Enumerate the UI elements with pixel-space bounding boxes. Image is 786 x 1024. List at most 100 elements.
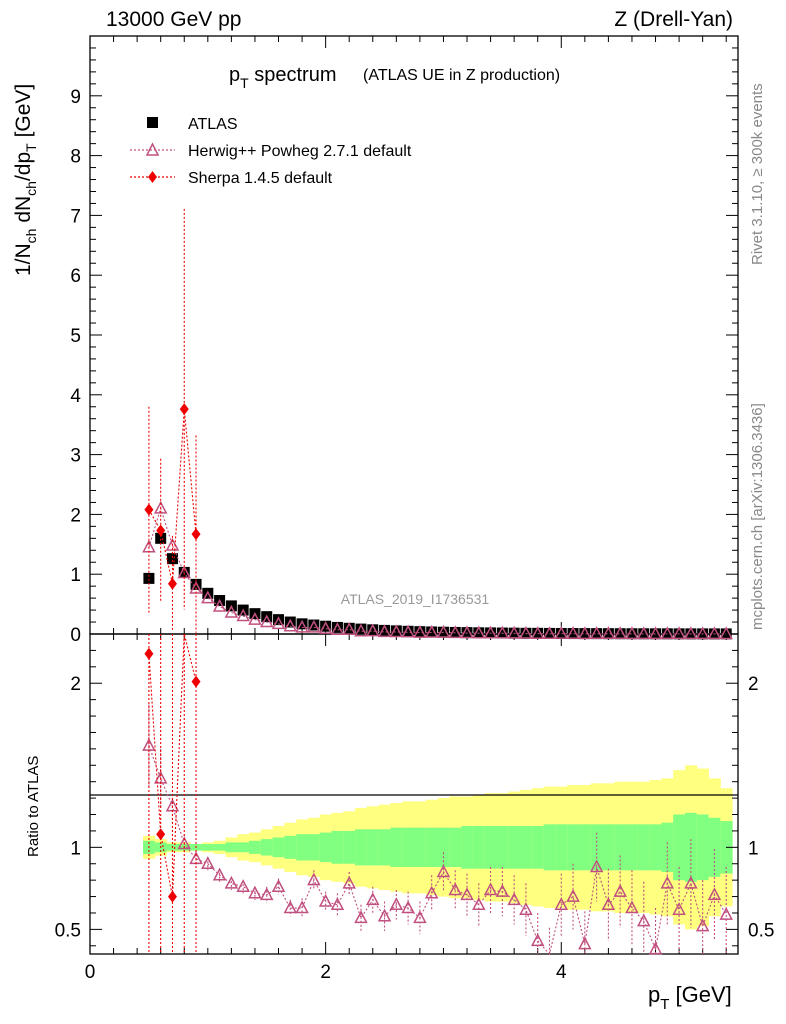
herwig-ratio-point (460, 887, 474, 901)
band-stat-bin (461, 826, 474, 869)
herwig-point (625, 626, 639, 640)
band-stat-bin (590, 824, 604, 871)
herwig-ratio-line (148, 745, 727, 956)
herwig-point (578, 626, 592, 640)
herwig-point (601, 626, 616, 640)
band-stat-bin (508, 826, 521, 869)
atlas-point (390, 625, 402, 637)
herwig-point (366, 623, 380, 637)
sherpa-point (167, 577, 177, 590)
legend-herwig-label: Herwig++ Powheg 2.7.1 default (188, 143, 412, 160)
herwig-ratio-point (307, 872, 321, 886)
herwig-ratio-point (625, 900, 639, 914)
x-tick-label: 0 (85, 962, 96, 983)
x-tick-label: 2 (320, 962, 331, 983)
herwig-ratio-point (342, 875, 356, 889)
legend-sherpa-marker (148, 171, 157, 183)
herwig-ratio-point (578, 936, 592, 950)
herwig-point (212, 598, 227, 612)
herwig-point (707, 626, 722, 640)
legend-atlas-label: ATLAS (188, 116, 238, 133)
atlas-point (402, 625, 414, 637)
sherpa-ratio-point (144, 647, 154, 660)
herwig-point (554, 626, 569, 639)
header-left: 13000 GeV pp (106, 8, 241, 31)
atlas-point (579, 628, 591, 640)
y-tick-label: 7 (70, 206, 81, 227)
herwig-point (530, 626, 545, 639)
herwig-ratio-point (295, 900, 309, 914)
band-stat-bin (366, 829, 380, 866)
band-stat-bin (331, 830, 344, 864)
herwig-ratio-point (684, 875, 698, 889)
herwig-point (542, 626, 557, 640)
herwig-ratio-point (589, 859, 604, 873)
atlas-point (543, 627, 555, 639)
ratio-tick-label: 2 (70, 674, 81, 695)
ratio-tick-label-right: 0.5 (748, 920, 774, 941)
herwig-ratio-point (318, 893, 333, 907)
herwig-point (436, 624, 451, 638)
atlas-point (296, 618, 308, 630)
herwig-ratio-point (377, 908, 392, 922)
herwig-ratio-point (530, 933, 545, 947)
band-stat-bin (402, 827, 415, 868)
herwig-point (507, 625, 521, 639)
atlas-point (379, 624, 391, 636)
herwig-point (330, 622, 345, 635)
analysis-watermark: ATLAS_2019_I1736531 (341, 591, 490, 607)
band-stat-bin (520, 826, 533, 869)
ratio-tick-label: 1 (70, 838, 81, 859)
legend-atlas-marker (147, 117, 158, 128)
herwig-point (566, 626, 580, 639)
herwig-point (283, 618, 298, 632)
herwig-ratio-point (271, 879, 286, 892)
band-stat-bin (319, 832, 333, 863)
band-stat-bin (567, 824, 580, 871)
herwig-ratio-point (366, 892, 380, 906)
herwig-ratio-point (672, 902, 686, 915)
herwig-ratio-point (519, 902, 533, 915)
band-stat-bin (472, 826, 486, 869)
herwig-point (648, 626, 663, 640)
herwig-point (413, 624, 427, 638)
herwig-ratio-point (554, 897, 569, 911)
herwig-ratio-point (707, 887, 722, 901)
atlas-point (638, 628, 650, 640)
ratio-bands (143, 765, 733, 930)
band-stat-bin (284, 835, 297, 859)
y-axis-label: 1/Nch dNch/dpT [GeV] (12, 84, 39, 276)
herwig-ratio-point (354, 910, 368, 924)
band-stat-bin (237, 842, 250, 853)
herwig-point (448, 625, 462, 639)
herwig-point (472, 625, 486, 639)
chart-subtitle: (ATLAS UE in Z production) (363, 67, 560, 84)
band-stat-bin (531, 826, 545, 869)
herwig-point (153, 500, 168, 514)
band-stat-bin (614, 824, 627, 871)
sherpa-ratio-point (191, 675, 201, 688)
y-tick-label: 6 (70, 266, 81, 287)
herwig-ratio-point (212, 867, 227, 881)
ratio-tick-label-right: 1 (748, 838, 759, 859)
band-stat-bin (543, 824, 556, 871)
herwig-ratio-point (507, 892, 521, 906)
axis-ticks: 0 2 4 0 1 2 3 4 5 6 7 8 9 0.5 0.5 1 1 2 2 (55, 36, 774, 983)
herwig-ratio-point (637, 913, 651, 927)
herwig-ratio-point (601, 897, 616, 911)
herwig-point (307, 619, 321, 633)
herwig-point (589, 626, 604, 639)
herwig-ratio-point (695, 918, 710, 932)
herwig-ratio-point (283, 900, 298, 914)
herwig-point (519, 625, 533, 639)
band-stat-bin (437, 827, 450, 868)
band-stat-bin (484, 826, 497, 869)
band-stat-bin (496, 826, 509, 869)
sherpa-series (144, 208, 201, 633)
herwig-point (377, 624, 392, 638)
y-tick-label: 5 (70, 326, 81, 347)
legend: ATLAS Herwig++ Powheg 2.7.1 default Sher… (130, 116, 412, 187)
band-stat-bin (307, 834, 321, 861)
sherpa-ratio-series (144, 633, 201, 954)
herwig-ratio-point (436, 864, 451, 878)
